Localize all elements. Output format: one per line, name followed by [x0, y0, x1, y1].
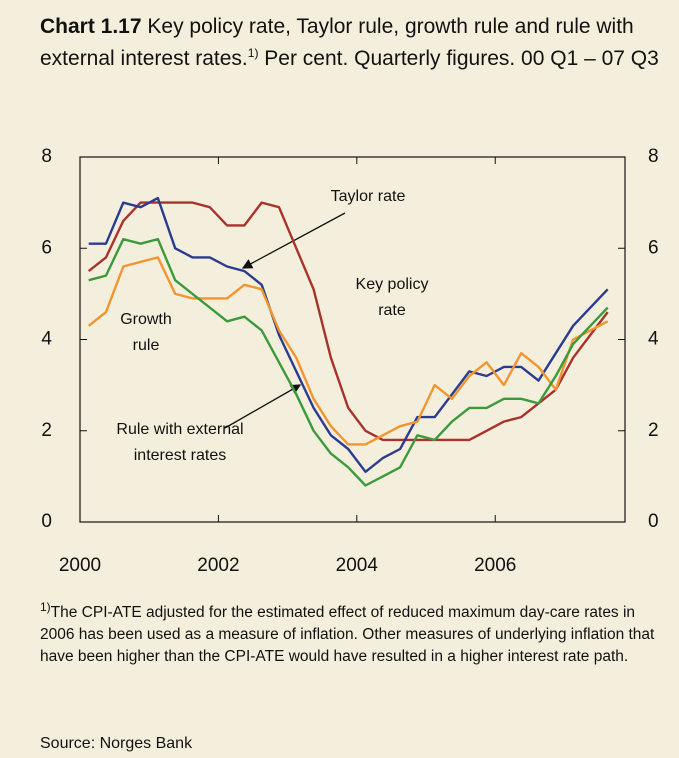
y2-tick-label: 0: [648, 511, 659, 532]
annotation: interest rates: [134, 447, 226, 464]
y2-tick-label: 4: [648, 329, 659, 350]
annotation: rule: [133, 337, 160, 354]
y-tick-label: 4: [41, 329, 52, 350]
y-tick-label: 6: [41, 237, 52, 258]
series-line: [87, 256, 609, 446]
series-line: [88, 237, 609, 487]
title-note: 1): [247, 46, 259, 60]
y-tick-label: 8: [41, 146, 52, 167]
y-tick-label: 2: [41, 420, 52, 441]
annotation: Key policy: [356, 276, 429, 293]
arrow: [224, 384, 302, 429]
subtitle: Per cent. Quarterly figures. 00 Q1 – 07 …: [264, 47, 659, 70]
series-line: [87, 201, 609, 442]
x-tick-label: 2004: [336, 555, 379, 576]
y2-tick-label: 8: [648, 146, 659, 167]
series-line: [88, 196, 609, 473]
x-tick-label: 2000: [59, 555, 101, 576]
y2-tick-label: 6: [648, 237, 659, 258]
annotation: Rule with external: [116, 421, 243, 438]
annotation: Taylor rate: [331, 188, 406, 205]
footnote-text: The CPI-ATE adjusted for the estimated e…: [40, 604, 655, 666]
y-tick-label: 0: [41, 511, 52, 532]
footnote-mark: 1): [40, 600, 51, 614]
x-tick-label: 2002: [197, 555, 239, 576]
chart-title: Key policy rate, Taylor rule, growth rul…: [40, 15, 634, 70]
source: Source: Norges Bank: [40, 735, 193, 752]
y2-tick-label: 2: [648, 420, 659, 441]
title-block: Chart 1.17 Key policy rate, Taylor rule,…: [40, 14, 660, 72]
annotation: rate: [378, 302, 406, 319]
footnote: 1)The CPI-ATE adjusted for the estimated…: [40, 596, 660, 668]
x-tick-label: 2006: [474, 555, 516, 576]
annotation: Growth: [120, 311, 172, 328]
title-label: Chart 1.17: [40, 15, 142, 38]
